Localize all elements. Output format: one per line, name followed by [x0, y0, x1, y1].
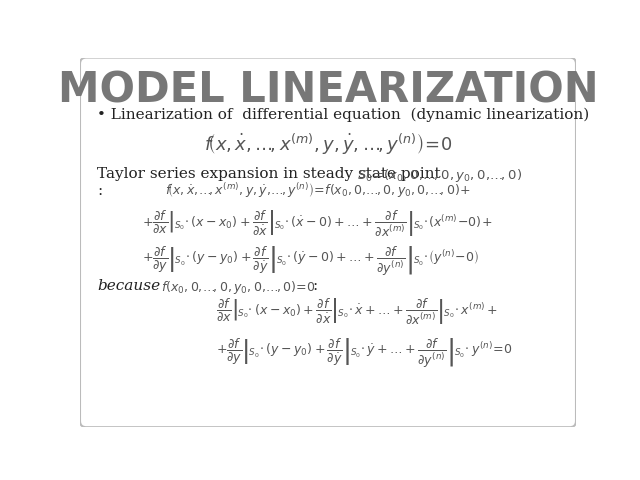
Text: Taylor series expansion in steady state point: Taylor series expansion in steady state …: [97, 167, 441, 181]
Text: $+\left.\dfrac{\partial f}{\partial y}\right|_{\!S_0}\!\cdot(y-y_0)+\left.\dfrac: $+\left.\dfrac{\partial f}{\partial y}\r…: [216, 336, 512, 369]
Text: $S_0\!=\!(x_0,0,\!\ldots\!,0,y_0,0,\!\ldots\!,0)$: $S_0\!=\!(x_0,0,\!\ldots\!,0,y_0,0,\!\ld…: [358, 167, 523, 184]
Text: :: :: [312, 278, 317, 293]
Text: :: :: [97, 184, 102, 198]
Text: $+\left.\dfrac{\partial f}{\partial y}\right|_{\!S_0}\!\cdot(y-y_0)+\left.\dfrac: $+\left.\dfrac{\partial f}{\partial y}\r…: [142, 244, 479, 277]
Text: $f\!\left(x,\dot{x},\ldots\!,x^{(m)},y,\dot{y},\ldots\!,y^{(n)}\right)\!=\!0$: $f\!\left(x,\dot{x},\ldots\!,x^{(m)},y,\…: [204, 131, 452, 156]
Text: $f\!\left(x,\dot{x},\!\ldots\!,x^{(m)},y,\dot{y},\!\ldots\!,y^{(n)}\right)\!=\!f: $f\!\left(x,\dot{x},\!\ldots\!,x^{(m)},y…: [165, 181, 471, 201]
Text: because: because: [97, 278, 160, 293]
Text: MODEL LINEARIZATION: MODEL LINEARIZATION: [58, 69, 598, 111]
Text: $f(x_0,0,\!\ldots\!,0,y_0,0,\!\ldots\!,0)\!=\!0$: $f(x_0,0,\!\ldots\!,0,y_0,0,\!\ldots\!,0…: [161, 278, 316, 296]
FancyBboxPatch shape: [80, 58, 576, 427]
Text: $\left.\dfrac{\partial f}{\partial x}\right|_{\!S_0}\!\cdot(x-x_0)+\left.\dfrac{: $\left.\dfrac{\partial f}{\partial x}\ri…: [216, 296, 498, 327]
Text: $+\left.\dfrac{\partial f}{\partial x}\right|_{\!S_0}\!\cdot(x-x_0)+\left.\dfrac: $+\left.\dfrac{\partial f}{\partial x}\r…: [142, 208, 492, 239]
Text: • Linearization of  differential equation  (dynamic linearization): • Linearization of differential equation…: [97, 108, 589, 122]
